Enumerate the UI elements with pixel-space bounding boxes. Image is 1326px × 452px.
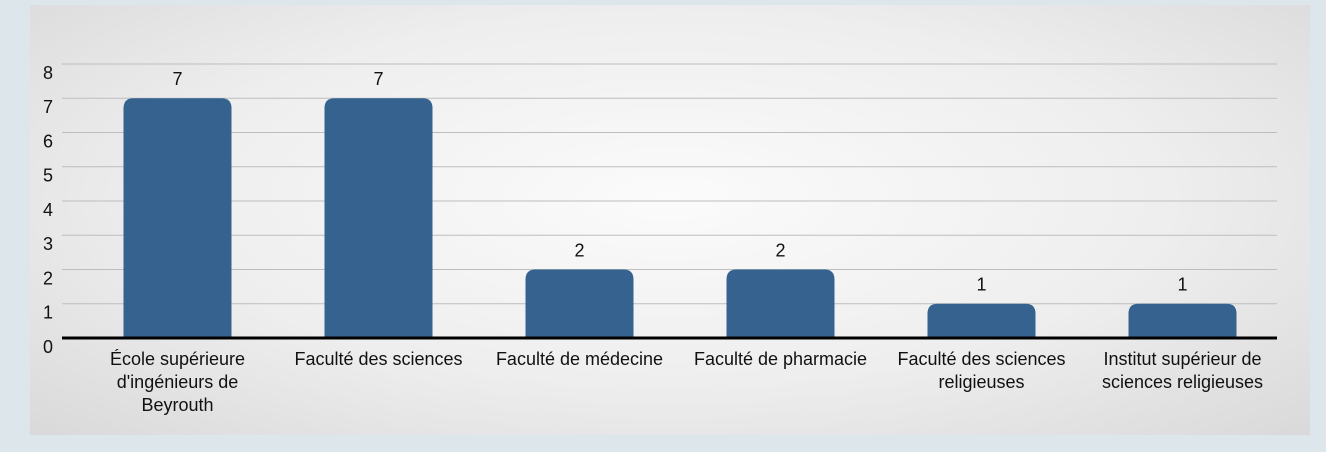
x-tick-label: Faculté de pharmacie (693, 349, 868, 369)
x-tick-label: Faculté de médecine (495, 349, 664, 369)
x-tick-label: Institut supérieur de sciences religieus… (1101, 349, 1264, 392)
bar (927, 303, 1036, 338)
x-tick-label: École supérieure d'ingénieurs de Beyrout… (109, 349, 246, 415)
y-tick-label: 1 (43, 303, 53, 323)
y-tick-label: 3 (43, 234, 53, 254)
y-tick-label: 4 (43, 200, 53, 220)
bar (324, 98, 433, 338)
data-label: 7 (373, 69, 383, 89)
bar (525, 269, 634, 338)
data-label: 7 (172, 69, 182, 89)
data-label: 1 (976, 275, 986, 295)
bar (726, 269, 835, 338)
data-label: 2 (775, 240, 785, 260)
data-label: 2 (574, 240, 584, 260)
x-tick-label: Faculté des sciences (294, 349, 463, 369)
data-label: 1 (1177, 275, 1187, 295)
y-tick-label: 5 (43, 166, 53, 186)
y-tick-label: 0 (43, 337, 53, 357)
bar (123, 98, 232, 338)
bar (1128, 303, 1237, 338)
y-tick-label: 2 (43, 268, 53, 288)
y-tick-label: 8 (43, 63, 53, 83)
chart-panel (30, 5, 1310, 435)
x-tick-label: Faculté des sciences religieuses (897, 349, 1066, 392)
y-tick-label: 7 (43, 97, 53, 117)
y-tick-label: 6 (43, 131, 53, 151)
